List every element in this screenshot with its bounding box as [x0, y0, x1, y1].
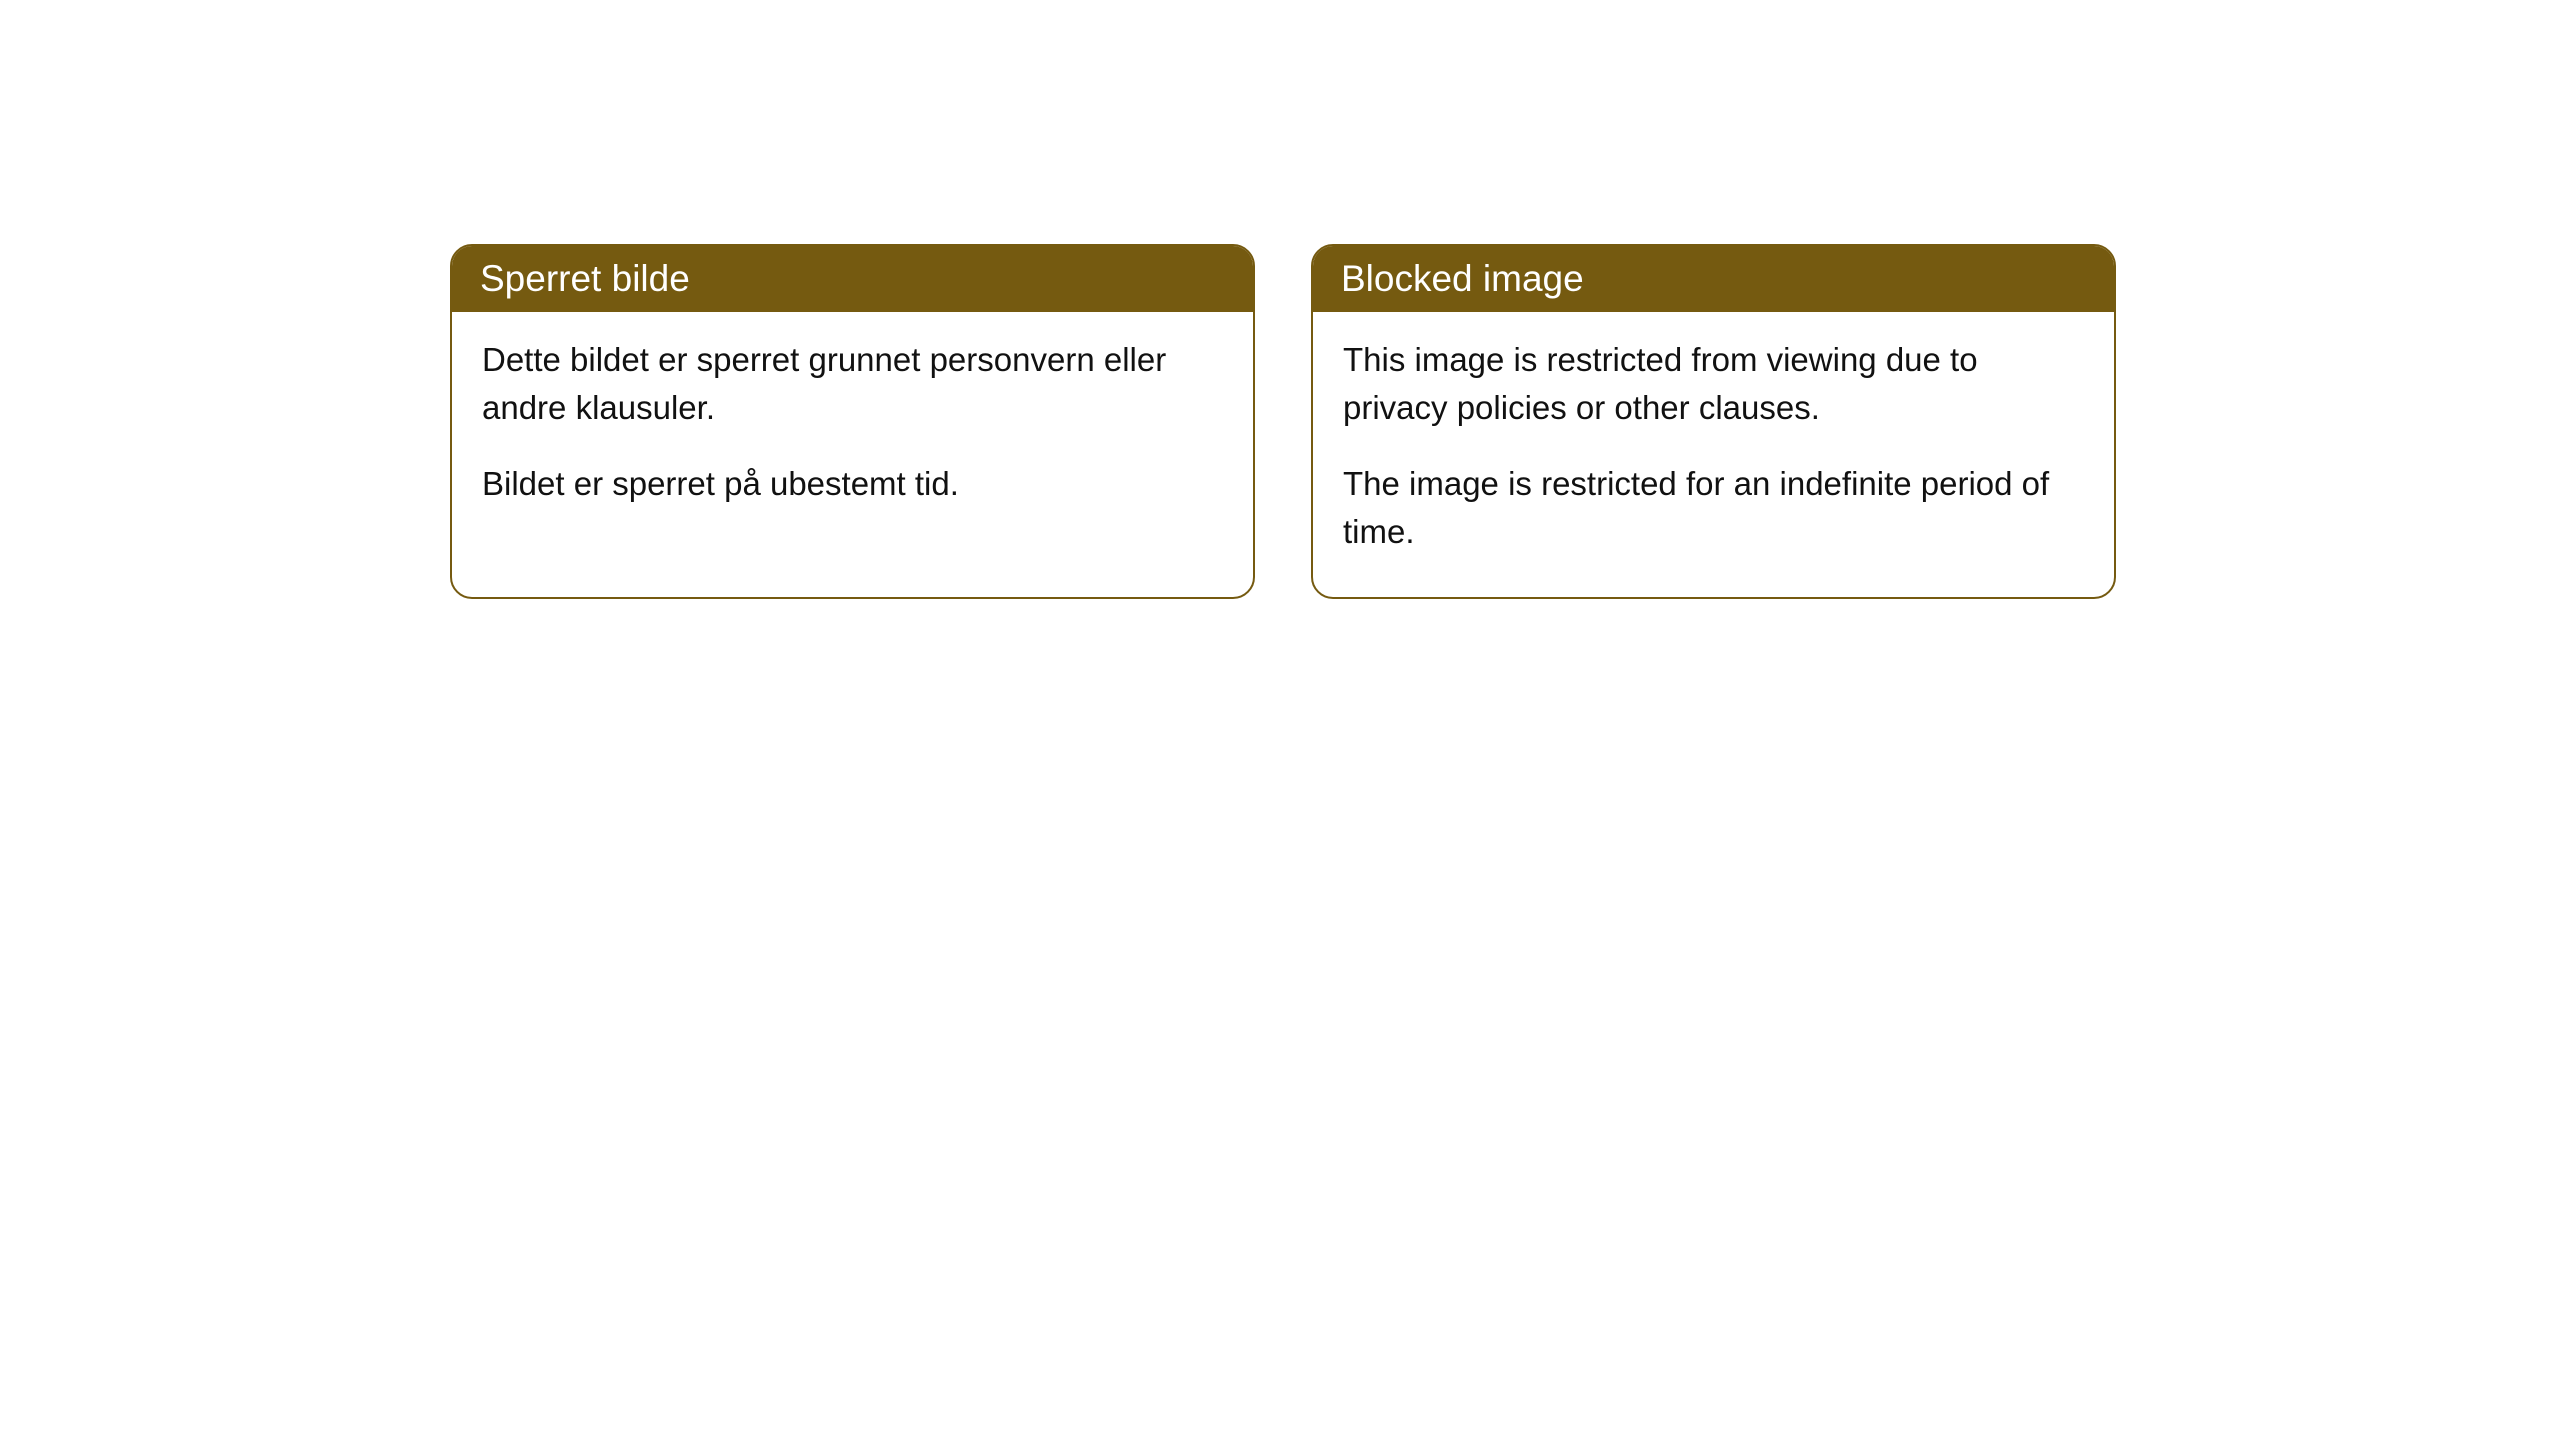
notice-container: Sperret bilde Dette bildet er sperret gr… [450, 244, 2116, 599]
card-header: Sperret bilde [452, 246, 1253, 312]
card-text-1: This image is restricted from viewing du… [1343, 336, 2084, 432]
card-body: Dette bildet er sperret grunnet personve… [452, 312, 1253, 550]
card-body: This image is restricted from viewing du… [1313, 312, 2114, 597]
notice-card-english: Blocked image This image is restricted f… [1311, 244, 2116, 599]
card-text-2: Bildet er sperret på ubestemt tid. [482, 460, 1223, 508]
card-text-1: Dette bildet er sperret grunnet personve… [482, 336, 1223, 432]
notice-card-norwegian: Sperret bilde Dette bildet er sperret gr… [450, 244, 1255, 599]
card-text-2: The image is restricted for an indefinit… [1343, 460, 2084, 556]
card-header: Blocked image [1313, 246, 2114, 312]
